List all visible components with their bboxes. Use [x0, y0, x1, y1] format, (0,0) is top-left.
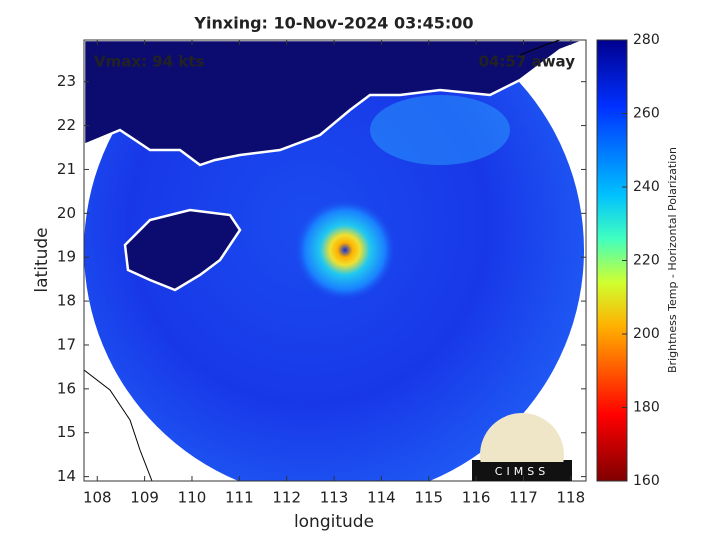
title: Yinxing: 10-Nov-2024 03:45:00: [193, 14, 473, 33]
logo-text: CIMSS: [495, 465, 549, 478]
x-tick-label: 109: [130, 489, 159, 507]
y-tick-label: 20: [57, 204, 76, 222]
x-tick-label: 111: [225, 489, 254, 507]
colorbar-tick-label: 180: [633, 400, 660, 416]
y-tick-label: 22: [57, 116, 76, 134]
y-tick-label: 17: [57, 335, 76, 353]
colorbar-tick-label: 240: [633, 179, 660, 195]
colorbar-label: Brightness Temp - Horizontal Polarizatio…: [666, 147, 679, 373]
x-tick-label: 116: [462, 489, 491, 507]
y-axis-label: latitude: [32, 227, 52, 292]
vmax-label: Vmax: 94 kts: [94, 53, 204, 71]
y-tick-label: 14: [57, 467, 76, 485]
logo: CIMSS: [472, 413, 572, 481]
x-tick-label: 113: [320, 489, 349, 507]
x-axis-label: longitude: [294, 512, 374, 532]
x-tick-label: 115: [414, 489, 443, 507]
colorbar-tick-label: 260: [633, 106, 660, 122]
y-tick-label: 21: [57, 160, 76, 178]
y-tick-label: 15: [57, 423, 76, 441]
y-tick-label: 19: [57, 248, 76, 266]
colorbar-tick-label: 280: [633, 32, 660, 48]
x-tick-label: 112: [272, 489, 301, 507]
x-tick-label: 110: [178, 489, 207, 507]
x-tick-label: 117: [509, 489, 538, 507]
y-tick-label: 16: [57, 379, 76, 397]
y-tick-label: 23: [57, 72, 76, 90]
plot-frame: [83, 39, 587, 482]
imagery: [84, 40, 586, 481]
colorbar-tick-label: 220: [633, 253, 660, 269]
colorbar-tick-label: 200: [633, 326, 660, 342]
x-tick-label: 114: [367, 489, 396, 507]
y-tick-label: 18: [57, 292, 76, 310]
time-away-label: 04:57 away: [479, 53, 576, 71]
colorbar-tick-label: 160: [633, 473, 660, 489]
x-tick-label: 118: [557, 489, 586, 507]
x-tick-label: 108: [83, 489, 112, 507]
